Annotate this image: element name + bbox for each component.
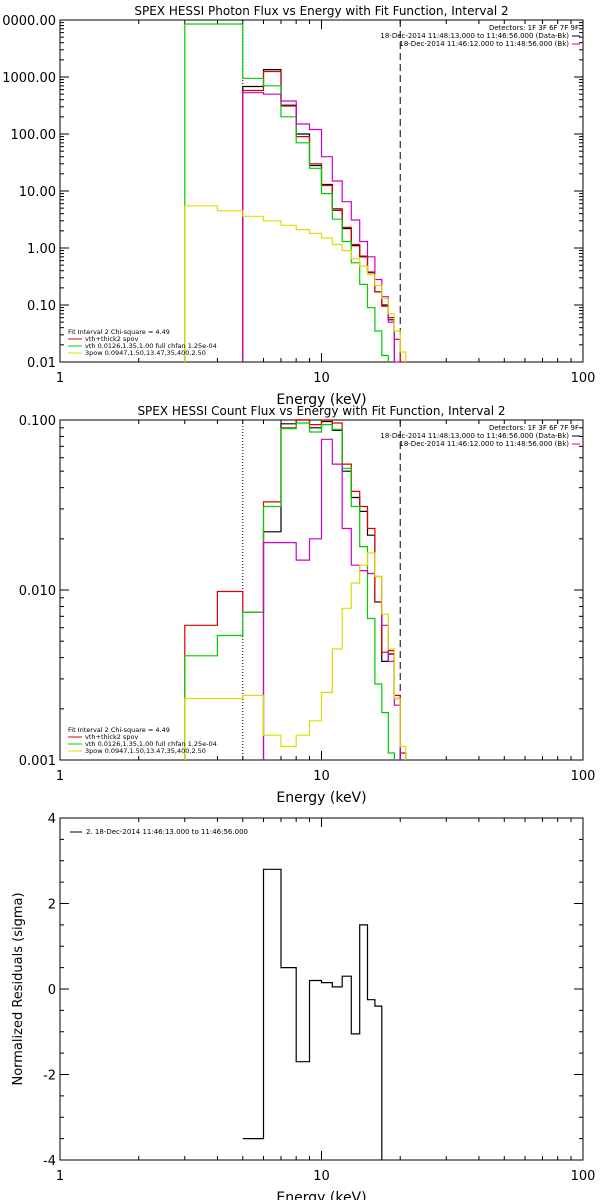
y-tick-label: -4 bbox=[43, 1154, 56, 1169]
interval-label: 18-Dec-2014 11:48:13.000 to 11:46:56.000… bbox=[380, 32, 569, 40]
x-axis-label: Energy (keV) bbox=[276, 1190, 366, 1200]
y-tick-label: 0 bbox=[48, 983, 56, 998]
legend-item-label: 2. 18-Dec-2014 11:46:13.000 to 11:46:56.… bbox=[86, 828, 248, 836]
series-green-line bbox=[184, 422, 395, 760]
y-tick-label: -2 bbox=[43, 1069, 56, 1084]
y-tick-label: 10.00 bbox=[19, 185, 56, 200]
plot-frame bbox=[59, 817, 584, 1161]
series-red-line bbox=[242, 70, 406, 363]
x-tick-label: 10 bbox=[313, 769, 330, 784]
series-data-line bbox=[262, 419, 401, 760]
legend-item-label: vth+thick2 spov bbox=[85, 335, 138, 343]
series-residuals-line bbox=[242, 868, 383, 1160]
y-tick-label: 0.10 bbox=[27, 299, 56, 314]
legend-item-label: 3pow 0.0947,1.50,13.47,35,400,2.50 bbox=[85, 747, 206, 755]
detectors-label: Detectors: 1F 3F 6F 7F 9F bbox=[489, 24, 579, 32]
legend-item-label: vth+thick2 spov bbox=[85, 733, 138, 741]
x-tick-label: 1 bbox=[56, 371, 64, 386]
series-green-line bbox=[184, 23, 389, 362]
background-interval-label: 18-Dec-2014 11:46:12.000 to 11:48:56.000… bbox=[399, 440, 569, 448]
interval-label: 18-Dec-2014 11:48:13.000 to 11:46:56.000… bbox=[380, 432, 569, 440]
y-tick-label: 0.010 bbox=[19, 584, 56, 599]
series-yellow-line bbox=[184, 552, 407, 760]
series-red-line bbox=[184, 419, 407, 760]
background-interval-label: 18-Dec-2014 11:46:12.000 to 11:48:56.000… bbox=[399, 40, 569, 48]
y-tick-label: 0.001 bbox=[19, 754, 56, 769]
chart-title: SPEX HESSI Photon Flux vs Energy with Fi… bbox=[134, 4, 508, 18]
y-tick-label: 1.00 bbox=[27, 242, 56, 257]
y-tick-label: 0.100 bbox=[19, 414, 56, 429]
legend-header: Fit Interval 2 Chi-square = 4.49 bbox=[68, 328, 170, 336]
legend-item-label: vth 0.0126,1.35,1.00 full chfan 1.25e-04 bbox=[85, 342, 217, 350]
series-magenta-line bbox=[242, 92, 401, 363]
x-tick-label: 1 bbox=[56, 769, 64, 784]
x-axis-label: Energy (keV) bbox=[276, 392, 366, 408]
x-axis-label: Energy (keV) bbox=[276, 790, 366, 806]
series-data-line bbox=[242, 69, 395, 362]
series-magenta-line bbox=[262, 438, 401, 760]
legend-header: Fit Interval 2 Chi-square = 4.49 bbox=[68, 726, 170, 734]
x-tick-label: 100 bbox=[571, 1169, 596, 1184]
y-tick-label: 0.01 bbox=[27, 356, 56, 371]
x-tick-label: 100 bbox=[571, 769, 596, 784]
detectors-label: Detectors: 1F 3F 6F 7F 9F bbox=[489, 424, 579, 432]
y-tick-label: 1000.00 bbox=[2, 71, 56, 86]
x-tick-label: 100 bbox=[571, 371, 596, 386]
chart-title: SPEX HESSI Count Flux vs Energy with Fit… bbox=[137, 404, 505, 418]
x-tick-label: 10 bbox=[313, 371, 330, 386]
x-tick-label: 1 bbox=[56, 1169, 64, 1184]
x-tick-label: 10 bbox=[313, 1169, 330, 1184]
legend-item-label: vth 0.0126,1.35,1.00 full chfan 1.25e-04 bbox=[85, 740, 217, 748]
legend-item-label: 3pow 0.0947,1.50,13.47,35,400,2.50 bbox=[85, 349, 206, 357]
series-yellow-line bbox=[184, 205, 407, 362]
y-tick-label: 4 bbox=[48, 812, 56, 827]
y-tick-label: 100.00 bbox=[11, 128, 57, 143]
y-axis-label: Normalized Residuals (sigma) bbox=[11, 892, 26, 1085]
y-tick-label: 2 bbox=[48, 898, 56, 913]
y-tick-label: 0000.00 bbox=[2, 14, 56, 29]
